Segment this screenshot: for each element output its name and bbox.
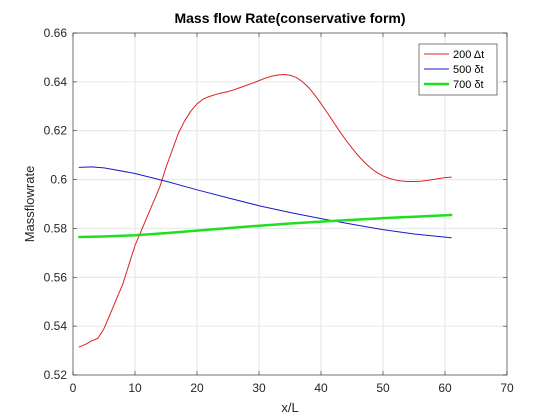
- plot-frame: [72, 32, 508, 376]
- x-axis-label: x/L: [281, 400, 298, 415]
- y-tick-label: 0.64: [44, 75, 68, 89]
- y-tick-label: 0.58: [44, 221, 68, 235]
- y-tick-label: 0.66: [44, 26, 68, 40]
- ticks: [72, 32, 508, 376]
- y-tick-label: 0.52: [44, 368, 68, 382]
- series-line-1: [78, 74, 452, 348]
- series-line-2: [78, 166, 452, 239]
- y-tick-label: 0.54: [44, 319, 68, 333]
- y-tick-label: 0.62: [44, 124, 68, 138]
- x-tick-label: 20: [190, 381, 204, 395]
- y-tick-label: 0.6: [50, 173, 67, 187]
- x-tick-label: 50: [376, 381, 390, 395]
- series-layer: [77, 74, 453, 348]
- tick-labels: 0 10 20 30 40 50 60 70 0.52 0.54 0.56 0.58 0.6 0.62 0.…: [44, 26, 514, 395]
- legend-label-2: 500 δt: [453, 64, 484, 76]
- x-tick-label: 10: [128, 381, 142, 395]
- x-tick-label: 60: [438, 381, 452, 395]
- x-tick-label: 70: [500, 381, 514, 395]
- x-tick-label: 40: [314, 381, 328, 395]
- x-tick-label: 30: [252, 381, 266, 395]
- y-tick-label: 0.56: [44, 270, 68, 284]
- chart-title: Mass flow Rate(conservative form): [174, 10, 405, 26]
- y-axis-label: Massflowrate: [22, 166, 37, 243]
- x-tick-label: 0: [70, 381, 77, 395]
- legend-label-1: 200 Δt: [453, 49, 484, 61]
- series-line-3: [77, 213, 453, 239]
- legend[interactable]: 200 Δt 500 δt 700 δt: [418, 43, 498, 96]
- legend-entries: 200 Δt 500 δt 700 δt: [424, 49, 484, 91]
- legend-label-3: 700 δt: [453, 79, 484, 91]
